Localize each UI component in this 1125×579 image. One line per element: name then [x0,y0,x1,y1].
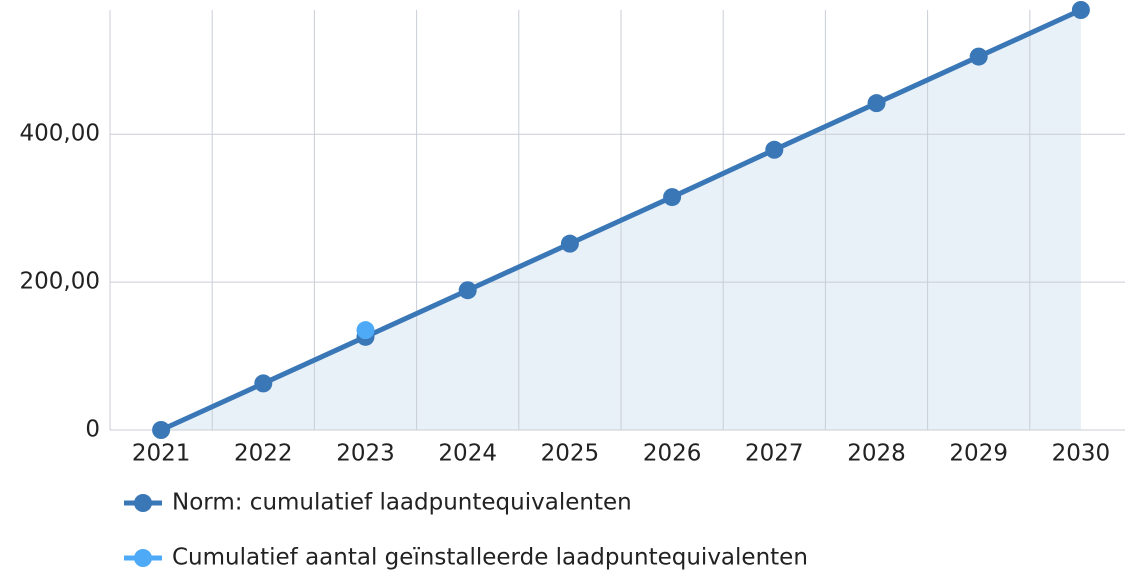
x-tick-label: 2025 [541,441,600,467]
point [663,188,682,207]
series-line [160,7,1082,433]
point [356,321,375,340]
x-tick-label: 2023 [336,441,395,467]
x-tick-label: 2024 [438,441,497,467]
x-tick-label: 2027 [745,441,804,467]
legend-swatch-dot [134,549,152,567]
point [1071,1,1090,19]
y-tick-label: 0 [85,417,100,443]
point [458,281,477,300]
x-tick-label: 2021 [132,441,191,467]
y-tick-label: 200,00 [20,269,100,295]
point [867,94,886,113]
legend-label: Cumulatief aantal geïnstalleerde laadpun… [172,545,808,571]
x-tick-label: 2030 [1052,441,1111,467]
y-tick-label: 400,00 [20,121,100,147]
x-tick-label: 2028 [847,441,906,467]
point [254,374,273,393]
legend-swatch-dot [134,494,152,512]
x-tick-label: 2026 [643,441,702,467]
point [152,421,171,439]
x-tick-label: 2029 [949,441,1008,467]
point [765,140,784,159]
legend-label: Norm: cumulatief laadpuntequivalenten [172,490,632,516]
point [560,234,579,253]
point [969,47,988,66]
x-tick-label: 2022 [234,441,293,467]
